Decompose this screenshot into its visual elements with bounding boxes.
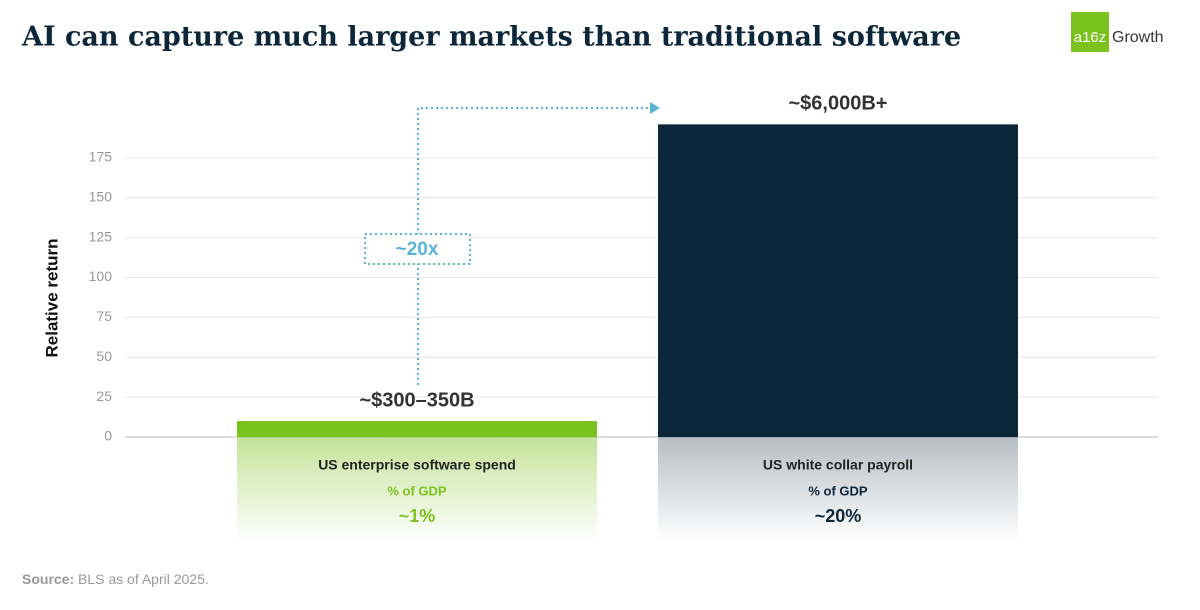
y-tick-label: 50 [96, 348, 112, 364]
y-tick-label: 175 [89, 149, 113, 165]
logo-text: Growth [1112, 29, 1164, 46]
source-text: BLS as of April 2025. [78, 571, 209, 587]
bar-label: ~$6,000B+ [789, 93, 888, 115]
source: Source: BLS as of April 2025. [22, 571, 209, 587]
bar-reflection [237, 437, 597, 542]
metric-value: ~20% [815, 506, 862, 526]
y-tick-label: 75 [96, 308, 112, 324]
arrow-line [417, 107, 650, 385]
bar [237, 421, 597, 437]
metric-label: % of GDP [387, 483, 447, 498]
source-label: Source: [22, 571, 74, 587]
logo-mark: a16z [1074, 29, 1107, 46]
y-tick-label: 0 [104, 428, 112, 444]
annotation: ~20x [396, 239, 439, 260]
y-tick-label: 150 [89, 188, 113, 204]
bar-label: ~$300–350B [359, 389, 474, 411]
annotation-box [364, 233, 471, 265]
y-axis-label: Relative return [42, 238, 61, 357]
y-tick-label: 125 [89, 228, 113, 244]
bar [658, 124, 1018, 437]
arrow [417, 107, 650, 385]
logo-box [1071, 12, 1109, 52]
bar-reflection [658, 437, 1018, 542]
x-tick-label: US white collar payroll [763, 457, 913, 473]
y-tick-label: 25 [96, 388, 112, 404]
y-tick-label: 100 [89, 268, 113, 284]
chart-title: AI can capture much larger markets than … [21, 22, 961, 53]
arrow-head [650, 102, 660, 114]
metric-label: % of GDP [808, 483, 868, 498]
x-tick-label: US enterprise software spend [318, 457, 516, 473]
metric-value: ~1% [399, 506, 436, 526]
